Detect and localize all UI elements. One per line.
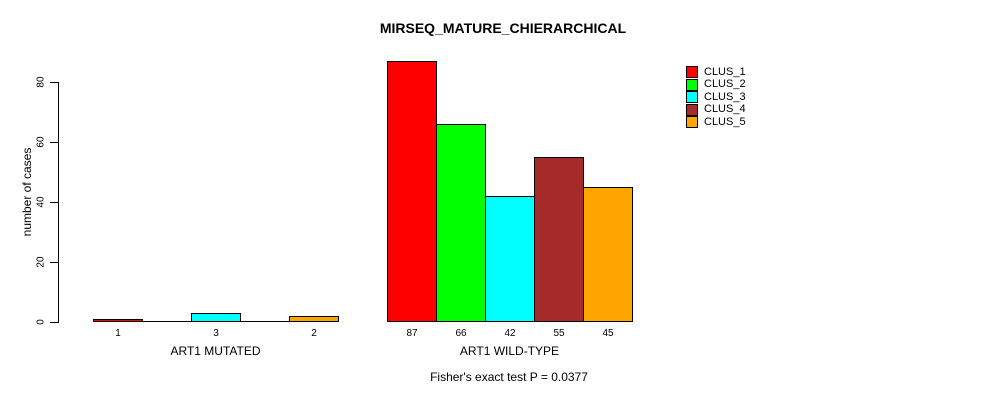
bar-value-label: 3 <box>213 328 219 339</box>
legend-swatch <box>686 116 698 129</box>
y-tick-label: 0 <box>35 319 47 325</box>
bar-clus_4 <box>534 157 584 322</box>
legend-label: CLUS_1 <box>704 65 746 78</box>
legend-label: CLUS_2 <box>704 78 746 91</box>
bar-clus_1 <box>93 319 143 322</box>
group-axis-label: ART1 MUTATED <box>170 344 261 358</box>
legend: CLUS_1 CLUS_2 CLUS_3 CLUS_4 CLUS_5 <box>686 66 746 129</box>
legend-item: CLUS_4 <box>686 103 746 117</box>
legend-swatch <box>686 78 698 91</box>
zero-height-bar-clus_2 <box>142 321 192 322</box>
legend-item: CLUS_1 <box>686 66 746 79</box>
y-axis-line <box>58 82 59 323</box>
y-tick <box>50 322 58 323</box>
legend-item: CLUS_5 <box>686 116 746 129</box>
bar-value-label: 87 <box>406 328 418 339</box>
group-axis-label: ART1 WILD-TYPE <box>459 344 560 358</box>
y-tick <box>50 142 58 143</box>
y-tick-label: 40 <box>35 196 47 208</box>
bar-value-label: 42 <box>504 328 516 339</box>
legend-label: CLUS_4 <box>704 103 746 116</box>
y-tick <box>50 82 58 83</box>
y-axis-title: number of cases <box>20 147 34 237</box>
legend-label: CLUS_5 <box>704 115 746 128</box>
y-tick-label: 80 <box>35 76 47 88</box>
bar-clus_5 <box>583 187 633 322</box>
bar-clus_1 <box>387 61 437 322</box>
legend-swatch <box>686 91 698 104</box>
bar-clus_3 <box>191 313 241 322</box>
legend-item: CLUS_2 <box>686 78 746 92</box>
bar-clus_3 <box>485 196 535 322</box>
legend-label: CLUS_3 <box>704 90 746 103</box>
y-tick <box>50 262 58 263</box>
zero-height-bar-clus_4 <box>240 321 290 322</box>
y-tick <box>50 202 58 203</box>
bar-value-label: 2 <box>311 328 317 339</box>
bar-clus_5 <box>289 316 339 322</box>
bar-value-label: 45 <box>602 328 614 339</box>
fisher-test-annotation: Fisher's exact test P = 0.0377 <box>430 370 588 384</box>
chart-title: MIRSEQ_MATURE_CHIERARCHICAL <box>379 20 627 36</box>
legend-item: CLUS_3 <box>686 91 746 104</box>
bar-value-label: 1 <box>115 328 121 339</box>
bar-clus_2 <box>436 124 486 322</box>
legend-swatch <box>686 103 698 116</box>
bar-value-label: 55 <box>553 328 565 339</box>
bar-value-label: 66 <box>455 328 467 339</box>
legend-swatch <box>686 66 698 79</box>
y-tick-label: 20 <box>35 256 47 268</box>
y-tick-label: 60 <box>35 136 47 148</box>
